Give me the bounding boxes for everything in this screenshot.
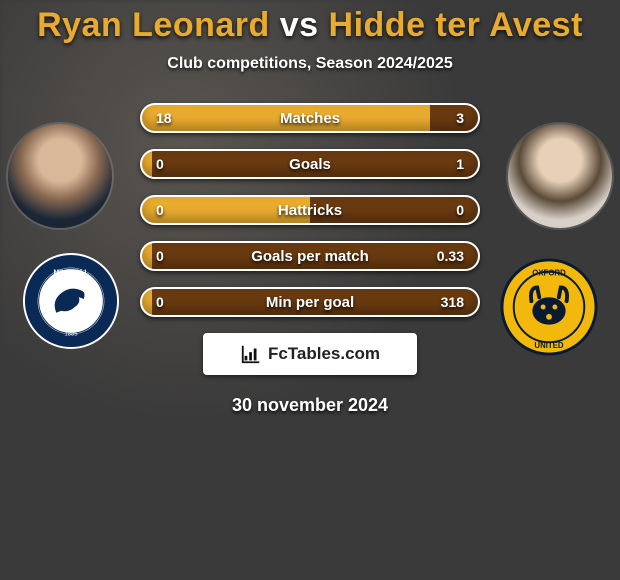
- stat-bar: 0 Goals 1: [140, 149, 480, 179]
- stat-label: Min per goal: [266, 294, 354, 311]
- brand-text: FcTables.com: [268, 344, 380, 364]
- stat-bar: 0 Min per goal 318: [140, 287, 480, 317]
- stat-label: Goals: [289, 156, 331, 173]
- comparison-bars: 18 Matches 3 0 Goals 1 0 Hattricks 0 0 Goals per m…: [140, 103, 480, 317]
- stat-right-value: 0.33: [437, 248, 464, 264]
- vs-text: vs: [280, 6, 319, 44]
- brand-box[interactable]: FcTables.com: [203, 333, 417, 375]
- stat-left-value: 0: [156, 202, 164, 218]
- main-content: Ryan Leonard vs Hidde ter Avest Club com…: [0, 0, 620, 416]
- stat-right-value: 3: [456, 110, 464, 126]
- stat-label: Hattricks: [278, 202, 342, 219]
- player1-name: Ryan Leonard: [37, 6, 270, 44]
- player2-name: Hidde ter Avest: [329, 6, 583, 44]
- stat-label: Matches: [280, 110, 340, 127]
- stat-left-value: 18: [156, 110, 172, 126]
- subtitle: Club competitions, Season 2024/2025: [0, 55, 620, 73]
- chart-icon: [240, 343, 262, 365]
- stat-bar: 18 Matches 3: [140, 103, 480, 133]
- stat-left-value: 0: [156, 294, 164, 310]
- date-text: 30 november 2024: [0, 395, 620, 416]
- stat-bar: 0 Goals per match 0.33: [140, 241, 480, 271]
- stat-left-value: 0: [156, 248, 164, 264]
- stat-left-value: 0: [156, 156, 164, 172]
- stat-bar: 0 Hattricks 0: [140, 195, 480, 225]
- stat-right-value: 318: [441, 294, 464, 310]
- stat-label: Goals per match: [251, 248, 369, 265]
- page-title: Ryan Leonard vs Hidde ter Avest: [0, 6, 620, 45]
- stat-right-value: 0: [456, 202, 464, 218]
- stat-right-value: 1: [456, 156, 464, 172]
